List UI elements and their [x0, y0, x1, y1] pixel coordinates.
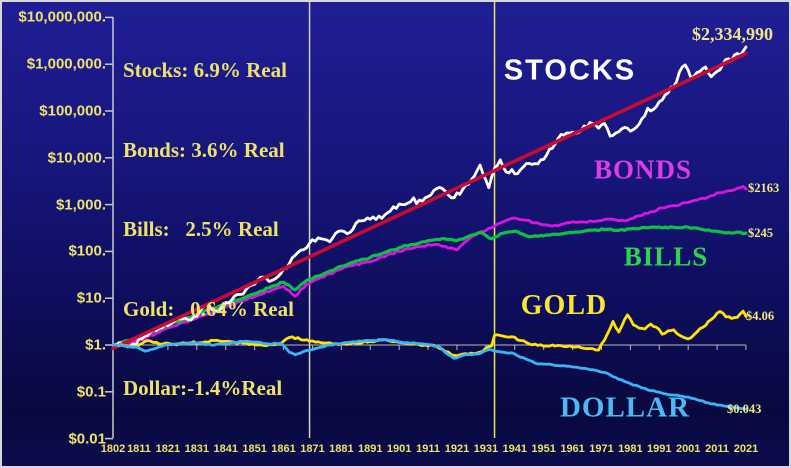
series-label-dollar: DOLLAR: [559, 391, 691, 424]
legend-line-bills: Bills: 2.5% Real: [123, 217, 279, 241]
y-tick-label: $1,000,000.: [26, 55, 106, 73]
legend-line-stocks: Stocks: 6.9% Real: [123, 58, 287, 82]
x-tick-label: 2001: [675, 443, 701, 455]
x-tick-label: 1971: [589, 443, 614, 455]
series-line-bills: [111, 225, 748, 347]
x-tick-label: 1941: [502, 443, 528, 455]
x-tick-label: 1851: [242, 443, 267, 455]
end-value-label-stocks: $2,334,990: [692, 24, 773, 44]
series-label-stocks: STOCKS: [503, 54, 637, 87]
y-tick-label: $0.01: [68, 430, 106, 448]
legend-line-gold: Gold: 0.64% Real: [123, 296, 294, 321]
x-tick-label: 1981: [618, 443, 643, 455]
x-tick-label: 1881: [329, 443, 354, 455]
x-tick-label: 1951: [531, 443, 556, 455]
end-value-label-bonds: $2163: [748, 181, 780, 195]
series-label-gold: GOLD: [520, 290, 608, 321]
y-tick-label: $1,000.: [55, 196, 106, 214]
y-tick-label: $10,000,000.: [18, 8, 106, 26]
series-line-dollar: [111, 337, 748, 411]
y-tick-label: $1.: [85, 336, 106, 354]
y-tick-label: $10.: [76, 289, 106, 307]
x-tick-label: 1931: [473, 443, 499, 455]
x-tick-label: 1891: [357, 443, 383, 455]
x-tick-label: 1921: [444, 443, 470, 455]
x-tick-label: 1821: [155, 443, 181, 455]
returns-legend: Stocks: 6.9% Real Bonds: 3.6% Real Bills…: [123, 4, 294, 455]
series-label-bonds: BONDS: [593, 154, 693, 185]
x-tick-label: 1961: [560, 443, 585, 455]
x-tick-label: 1841: [213, 443, 238, 455]
legend-line-bonds: Bonds: 3.6% Real: [123, 137, 285, 162]
x-tick-label: 1831: [184, 443, 210, 455]
x-tick-label: 1861: [271, 443, 296, 455]
series-label-bills: BILLS: [623, 241, 709, 272]
x-tick-label: 1802: [100, 443, 126, 455]
y-tick-label: $100.: [68, 242, 106, 260]
y-tick-label: $0.1: [76, 383, 106, 401]
y-tick-label: $100,000.: [39, 102, 106, 120]
x-tick-label: 1911: [416, 443, 440, 455]
x-tick-label: 2011: [705, 443, 730, 455]
series-line-stocks-6-9-trend: [111, 51, 748, 351]
x-tick-label: 1991: [647, 443, 672, 455]
legend-line-dollar: Dollar:-1.4%Real: [123, 376, 283, 400]
end-value-label-gold: $4.06: [746, 309, 775, 323]
x-tick-label: 1901: [386, 443, 412, 455]
x-tick-label: 2021: [733, 443, 759, 455]
series-line-stocks: [111, 45, 748, 349]
x-tick-label: 1871: [300, 443, 325, 455]
end-value-label-dollar: $0.043: [727, 402, 762, 416]
end-value-label-bills: $245: [748, 226, 773, 240]
y-tick-label: $10,000.: [47, 149, 106, 167]
x-tick-label: 1811: [127, 443, 151, 455]
